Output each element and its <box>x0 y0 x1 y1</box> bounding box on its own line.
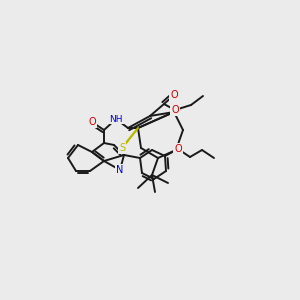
Text: NH: NH <box>109 115 123 124</box>
Text: O: O <box>88 117 96 127</box>
Text: O: O <box>174 144 182 154</box>
Text: N: N <box>116 165 124 175</box>
Text: O: O <box>171 105 179 115</box>
Text: S: S <box>119 143 125 153</box>
Text: O: O <box>170 90 178 100</box>
